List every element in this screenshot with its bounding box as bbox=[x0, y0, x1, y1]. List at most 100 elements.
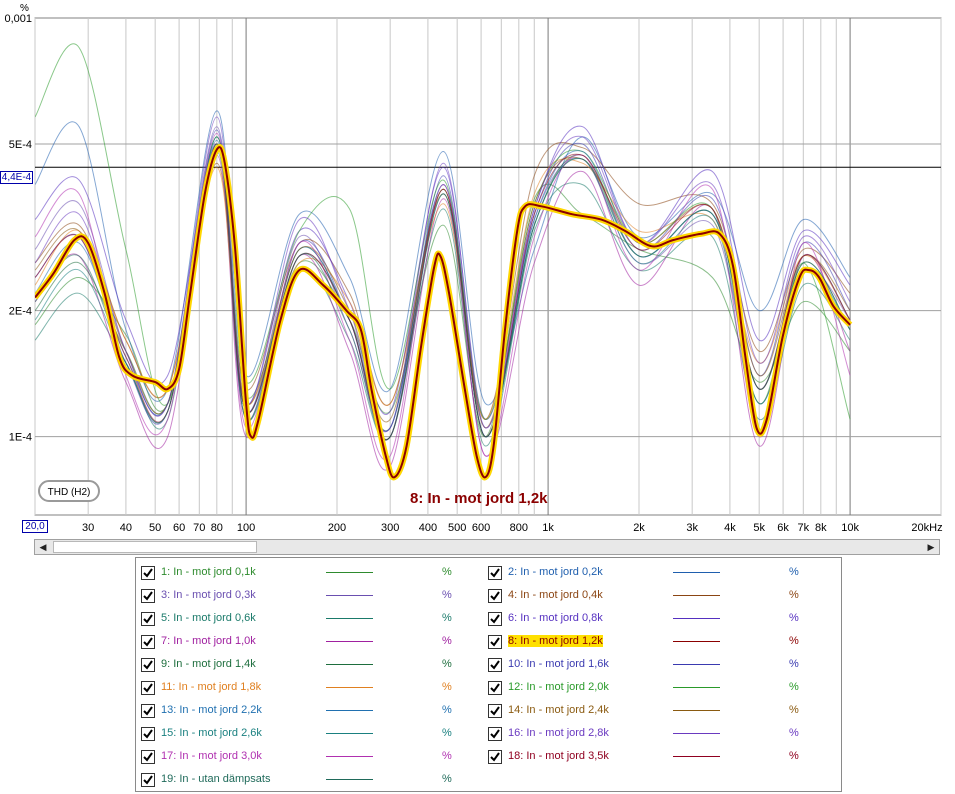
legend-label: 4: In - mot jord 0,4k bbox=[508, 589, 603, 601]
legend-label: 2: In - mot jord 0,2k bbox=[508, 566, 603, 578]
legend-swatch bbox=[673, 572, 720, 573]
scroll-left-arrow-icon[interactable]: ◀ bbox=[39, 542, 47, 552]
thd-h2-button[interactable]: THD (H2) bbox=[38, 480, 100, 502]
legend-swatch bbox=[326, 572, 373, 573]
legend-item[interactable]: 12: In - mot jord 2,0k% bbox=[488, 681, 818, 699]
check-icon bbox=[490, 637, 500, 647]
legend-item[interactable]: 17: In - mot jord 3,0k% bbox=[141, 750, 471, 768]
legend-item[interactable]: 3: In - mot jord 0,3k% bbox=[141, 589, 471, 607]
legend-checkbox[interactable] bbox=[488, 727, 502, 741]
check-icon bbox=[490, 568, 500, 578]
legend-unit: % bbox=[789, 750, 799, 762]
legend-checkbox[interactable] bbox=[141, 704, 155, 718]
legend-swatch bbox=[326, 779, 373, 780]
scroll-right-arrow-icon[interactable]: ▶ bbox=[927, 542, 935, 552]
legend-item[interactable]: 9: In - mot jord 1,4k% bbox=[141, 658, 471, 676]
legend-label: 1: In - mot jord 0,1k bbox=[161, 566, 256, 578]
cursor-value-label[interactable]: 4,4E-4 bbox=[0, 171, 33, 184]
legend-checkbox[interactable] bbox=[488, 681, 502, 695]
legend-unit: % bbox=[442, 566, 452, 578]
legend-label: 9: In - mot jord 1,4k bbox=[161, 658, 256, 670]
horizontal-scrollbar[interactable]: ◀ ▶ bbox=[34, 539, 940, 555]
legend-checkbox[interactable] bbox=[488, 566, 502, 580]
legend-item[interactable]: 8: In - mot jord 1,2k% bbox=[488, 635, 818, 653]
legend-label: 7: In - mot jord 1,0k bbox=[161, 635, 256, 647]
legend-item[interactable]: 2: In - mot jord 0,2k% bbox=[488, 566, 818, 584]
legend-swatch bbox=[326, 687, 373, 688]
check-icon bbox=[143, 706, 153, 716]
legend-item[interactable]: 5: In - mot jord 0,6k% bbox=[141, 612, 471, 630]
legend-swatch bbox=[673, 687, 720, 688]
legend-swatch bbox=[326, 641, 373, 642]
legend-checkbox[interactable] bbox=[141, 727, 155, 741]
legend-unit: % bbox=[789, 658, 799, 670]
legend-checkbox[interactable] bbox=[488, 589, 502, 603]
legend-checkbox[interactable] bbox=[141, 658, 155, 672]
check-icon bbox=[143, 637, 153, 647]
legend-item[interactable]: 15: In - mot jord 2,6k% bbox=[141, 727, 471, 745]
x-tick-label: 100 bbox=[237, 522, 255, 534]
x-tick-label: 2k bbox=[633, 522, 645, 534]
legend-label: 15: In - mot jord 2,6k bbox=[161, 727, 262, 739]
legend-unit: % bbox=[442, 612, 452, 624]
thd-chart[interactable]: 0,001 5E-4 2E-4 1E-4 30 40 50 60 70 80 100 200 300 40… bbox=[0, 0, 955, 535]
legend-checkbox[interactable] bbox=[141, 566, 155, 580]
legend-swatch bbox=[673, 733, 720, 734]
legend-item[interactable]: 6: In - mot jord 0,8k% bbox=[488, 612, 818, 630]
legend-checkbox[interactable] bbox=[141, 750, 155, 764]
legend-checkbox[interactable] bbox=[488, 750, 502, 764]
legend-label: 13: In - mot jord 2,2k bbox=[161, 704, 262, 716]
x-tick-label: 3k bbox=[686, 522, 698, 534]
x-tick-label: 6k bbox=[777, 522, 789, 534]
legend-item[interactable]: 11: In - mot jord 1,8k% bbox=[141, 681, 471, 699]
legend-item[interactable]: 7: In - mot jord 1,0k% bbox=[141, 635, 471, 653]
x-tick-label: 40 bbox=[120, 522, 132, 534]
y-tick-label: 0,001 bbox=[4, 13, 32, 25]
legend-label: 3: In - mot jord 0,3k bbox=[161, 589, 256, 601]
legend-item[interactable]: 19: In - utan dämpsats% bbox=[141, 773, 471, 791]
legend-item[interactable]: 4: In - mot jord 0,4k% bbox=[488, 589, 818, 607]
legend-swatch bbox=[326, 595, 373, 596]
x-tick-label: 20kHz bbox=[911, 522, 942, 534]
legend-checkbox[interactable] bbox=[141, 773, 155, 787]
legend-item[interactable]: 13: In - mot jord 2,2k% bbox=[141, 704, 471, 722]
legend-checkbox[interactable] bbox=[141, 681, 155, 695]
x-tick-label: 500 bbox=[448, 522, 466, 534]
x-tick-label: 300 bbox=[381, 522, 399, 534]
y-tick-label: 5E-4 bbox=[9, 139, 32, 151]
legend-label: 14: In - mot jord 2,4k bbox=[508, 704, 609, 716]
check-icon bbox=[143, 614, 153, 624]
legend-checkbox[interactable] bbox=[488, 704, 502, 718]
series-line-8 bbox=[35, 146, 851, 479]
legend-unit: % bbox=[442, 635, 452, 647]
legend-unit: % bbox=[442, 589, 452, 601]
legend-unit: % bbox=[789, 727, 799, 739]
legend-unit: % bbox=[442, 727, 452, 739]
legend-item[interactable]: 10: In - mot jord 1,6k% bbox=[488, 658, 818, 676]
x-axis-start-field[interactable]: 20,0 bbox=[22, 520, 48, 533]
legend-unit: % bbox=[789, 681, 799, 693]
check-icon bbox=[143, 660, 153, 670]
legend-item[interactable]: 18: In - mot jord 3,5k% bbox=[488, 750, 818, 768]
legend-checkbox[interactable] bbox=[488, 658, 502, 672]
legend-item[interactable]: 1: In - mot jord 0,1k% bbox=[141, 566, 471, 584]
legend-checkbox[interactable] bbox=[488, 635, 502, 649]
legend-checkbox[interactable] bbox=[141, 635, 155, 649]
x-tick-label: 8k bbox=[815, 522, 827, 534]
legend-unit: % bbox=[442, 704, 452, 716]
legend-unit: % bbox=[789, 612, 799, 624]
x-tick-label: 5k bbox=[753, 522, 765, 534]
x-tick-label: 10k bbox=[841, 522, 859, 534]
y-axis-unit: % bbox=[20, 3, 29, 14]
legend-swatch bbox=[326, 618, 373, 619]
legend-swatch bbox=[326, 710, 373, 711]
check-icon bbox=[143, 775, 153, 785]
series-group bbox=[35, 43, 853, 481]
scroll-thumb[interactable] bbox=[53, 541, 257, 553]
legend-checkbox[interactable] bbox=[488, 612, 502, 626]
legend-checkbox[interactable] bbox=[141, 589, 155, 603]
legend-item[interactable]: 14: In - mot jord 2,4k% bbox=[488, 704, 818, 722]
legend-checkbox[interactable] bbox=[141, 612, 155, 626]
legend-item[interactable]: 16: In - mot jord 2,8k% bbox=[488, 727, 818, 745]
legend-label: 16: In - mot jord 2,8k bbox=[508, 727, 609, 739]
